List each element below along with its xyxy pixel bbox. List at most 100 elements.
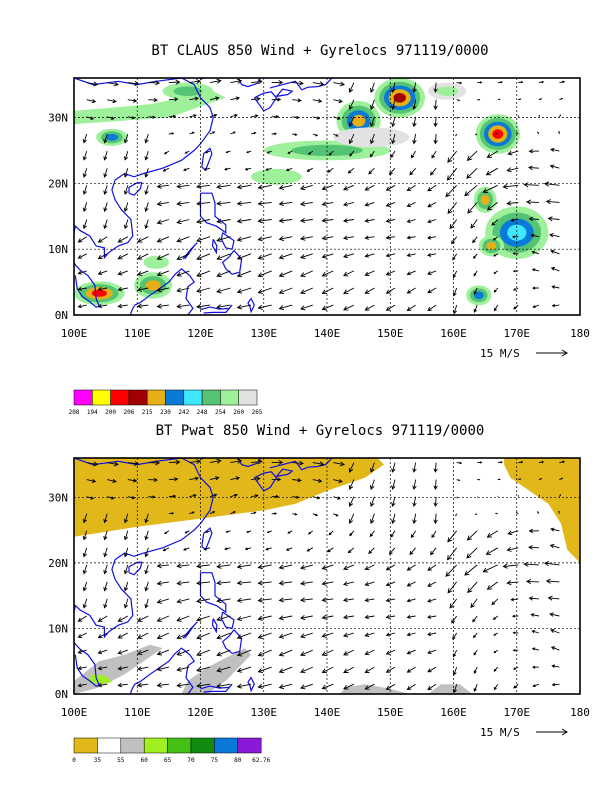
pwat-wind-vector — [321, 632, 334, 638]
pwat-wind-vector — [156, 580, 169, 586]
claus-wind-vector — [364, 184, 375, 191]
pwat-coastline — [200, 683, 233, 693]
pwat-wind-vector — [164, 530, 170, 535]
claus-wind-vector — [123, 202, 129, 213]
claus-wind-vector — [406, 184, 416, 191]
claus-wind-vector — [77, 287, 87, 291]
claus-wind-vector — [257, 184, 272, 190]
claus-wind-vector — [388, 167, 396, 176]
pwat-wind-vector — [292, 495, 300, 499]
claus-lon-label: 160E — [440, 327, 467, 340]
claus-gridlines — [74, 78, 580, 315]
pwat-colorbar-swatch — [97, 737, 122, 754]
claus-wind-vector — [77, 236, 87, 243]
pwat-colorbar-swatch — [143, 737, 168, 754]
pwat-wind-vector — [103, 564, 108, 575]
claus-colorbar: 208 194 200 206 215 230 242 248 254 260 … — [69, 389, 263, 416]
pwat-wind-vector — [82, 530, 88, 541]
pwat-wind-vector — [144, 564, 149, 575]
pwat-wind-vector — [209, 476, 220, 481]
pwat-colorbar: 0 35 55 60 65 70 75 80 62.76 — [72, 737, 271, 764]
pwat-wind-vector — [97, 649, 108, 655]
claus-wind-vector — [103, 185, 108, 196]
claus-wind-vector — [196, 218, 211, 224]
claus-wind-vector — [455, 133, 458, 137]
claus-wind-vector — [82, 219, 88, 230]
pwat-wind-vector — [127, 495, 136, 500]
pwat-wind-vector — [271, 477, 282, 482]
pwat-wind-vector — [144, 598, 149, 609]
claus-wind-vector — [123, 219, 129, 230]
pwat-wind-vector — [82, 564, 88, 575]
pwat-wind-vector — [385, 649, 396, 655]
pwat-wind-vector — [257, 649, 272, 657]
claus-colorbar-label: 254 — [215, 409, 226, 416]
pwat-wind-vector — [168, 494, 177, 498]
pwat-wind-vector — [176, 580, 190, 586]
claus-colorbar-label: 265 — [252, 409, 263, 416]
claus-wind-vector — [456, 99, 461, 102]
claus-wind-vector — [559, 114, 561, 118]
claus-wind-vector — [216, 287, 231, 294]
pwat-wind-vector — [230, 511, 236, 515]
pwat-wind-vector — [196, 580, 211, 586]
pwat-wind-vector — [538, 478, 543, 481]
pwat-lon-label: 180 — [570, 706, 590, 719]
claus-wind-vector — [333, 133, 339, 137]
pwat-wind-vector — [278, 683, 293, 690]
pwat-colorbar-swatch — [120, 737, 145, 754]
claus-wind-vector — [299, 217, 313, 224]
pwat-wind-vector — [406, 564, 416, 571]
claus-wind-vector — [77, 304, 87, 309]
claus-wind-vector — [433, 82, 438, 94]
pwat-wind-vector — [77, 632, 87, 638]
claus-wind-vector — [543, 181, 560, 187]
pwat-wind-vector — [236, 683, 252, 689]
claus-wind-vector — [144, 168, 149, 178]
pwat-lon-label: 150E — [377, 706, 404, 719]
claus-wind-vector — [385, 287, 396, 294]
claus-lon-label: 140E — [314, 327, 341, 340]
claus-wind-vector — [86, 98, 97, 104]
claus-lon-label: 150E — [377, 327, 404, 340]
pwat-wind-vector — [343, 649, 355, 656]
claus-wind-vector — [518, 80, 524, 84]
pwat-wind-vector — [391, 513, 396, 525]
pwat-wind-vector — [452, 649, 458, 658]
claus-wind-vector — [144, 185, 149, 195]
claus-wind-vector — [137, 270, 149, 276]
claus-wind-vector — [168, 79, 181, 85]
claus-wind-vector — [278, 253, 293, 260]
claus-wind-vector — [433, 116, 438, 128]
claus-wind-vector — [347, 167, 355, 174]
claus-wind-vector — [278, 304, 293, 311]
pwat-wind-vector — [473, 649, 478, 656]
pwat-wind-vector — [559, 460, 566, 464]
pwat-wind-vector — [176, 615, 190, 622]
pwat-wind-vector — [412, 479, 417, 491]
pwat-wind-vector — [433, 513, 438, 525]
pwat-wind-vector — [538, 460, 545, 464]
pwat-wind-vector — [388, 547, 396, 555]
pwat-wind-vector — [236, 666, 252, 673]
pwat-wind-vector — [137, 615, 149, 622]
pwat-wind-vector — [86, 478, 97, 484]
pwat-wind-vector — [528, 545, 539, 550]
pwat-wind-vector — [97, 615, 108, 622]
claus-field-blob — [173, 86, 203, 96]
claus-wind-vector — [464, 184, 478, 197]
pwat-wind-vector — [493, 666, 499, 672]
claus-coastline — [211, 239, 218, 255]
pwat-wind-vector — [328, 530, 334, 536]
claus-wind-vector — [545, 199, 560, 205]
claus-wind-vector — [209, 78, 222, 84]
pwat-wind-vector — [307, 530, 314, 535]
pwat-wind-vector — [271, 460, 284, 465]
pwat-wind-vector — [412, 496, 417, 508]
pwat-colorbar-label: 75 — [211, 757, 219, 764]
claus-wind-vector — [497, 98, 501, 101]
pwat-wind-vector — [523, 561, 539, 567]
pwat-wind-vector — [196, 682, 211, 689]
claus-wind-vector — [271, 115, 280, 119]
pwat-wind-vector — [532, 683, 540, 688]
